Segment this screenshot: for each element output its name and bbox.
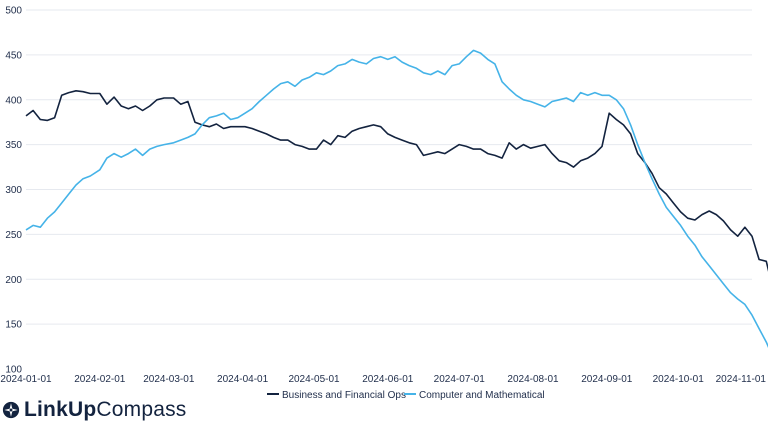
y-tick-label: 250	[5, 230, 22, 241]
x-axis-labels: 2024-01-01 2024-02-01 2024-03-01 2024-04-01…	[0, 374, 766, 385]
brand-name-light: Compass	[96, 398, 187, 421]
x-tick-label: 2024-05-01	[288, 374, 340, 385]
y-tick-label: 400	[5, 95, 22, 106]
x-tick-label: 2024-09-01	[581, 374, 633, 385]
y-tick-label: 300	[5, 185, 22, 196]
legend-item-business[interactable]: Business and Financial Ops	[267, 390, 406, 401]
y-axis-labels: 100 150 200 250 300 350 400 450 500	[5, 6, 22, 376]
y-tick-label: 450	[5, 50, 22, 61]
x-tick-label: 2024-08-01	[507, 374, 559, 385]
brand-name-bold: LinkUp	[24, 398, 97, 421]
series-line-computer	[25, 49, 768, 348]
series-lines	[25, 49, 768, 348]
x-tick-label: 2024-06-01	[362, 374, 414, 385]
legend-item-computer[interactable]: Computer and Mathematical	[404, 390, 545, 401]
y-tick-label: 150	[5, 320, 22, 331]
y-tick-label: 200	[5, 275, 22, 286]
y-tick-label: 100	[5, 365, 22, 376]
linkup-compass-logo: LinkUpCompass	[2, 397, 186, 423]
legend-label-computer: Computer and Mathematical	[419, 390, 545, 401]
x-tick-label: 2024-03-01	[143, 374, 195, 385]
gridlines	[26, 9, 752, 325]
x-tick-label: 2024-07-01	[434, 374, 486, 385]
compass-icon	[2, 401, 20, 419]
legend: Business and Financial Ops Computer and …	[267, 390, 545, 401]
x-tick-label: 2024-10-01	[653, 374, 705, 385]
x-tick-label: 2024-11-01	[716, 374, 767, 385]
x-tick-label: 2024-04-01	[217, 374, 269, 385]
legend-label-business: Business and Financial Ops	[282, 390, 406, 401]
x-tick-label: 2024-01-01	[0, 374, 52, 385]
x-tick-label: 2024-02-01	[74, 374, 126, 385]
y-tick-label: 500	[5, 6, 22, 17]
y-tick-label: 350	[5, 140, 22, 151]
series-line-business	[25, 90, 768, 272]
